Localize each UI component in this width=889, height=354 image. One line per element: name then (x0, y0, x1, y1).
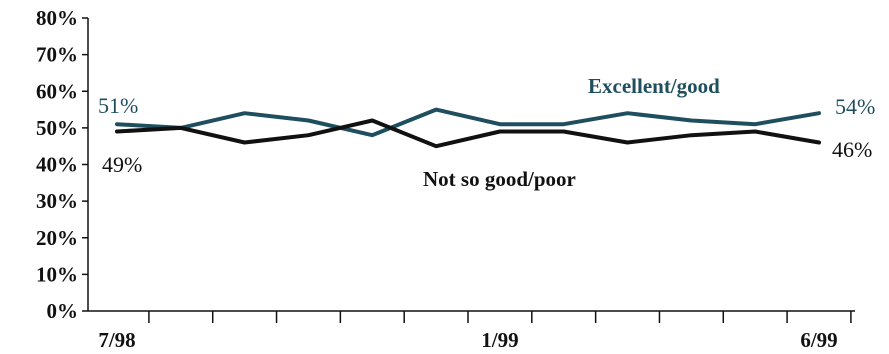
y-tick-label: 30% (36, 189, 78, 213)
end-value-label-excellent-good: 54% (835, 94, 875, 119)
x-tick-label: 1/99 (481, 328, 518, 352)
x-tick-label: 7/98 (98, 328, 135, 352)
series-name-not-so-good-poor: Not so good/poor (423, 167, 576, 191)
start-value-label-not-so-good-poor: 49% (102, 152, 142, 177)
x-tick-label: 6/99 (800, 328, 837, 352)
y-tick-label: 50% (36, 116, 78, 140)
y-tick-label: 80% (36, 6, 78, 30)
y-tick-label: 60% (36, 79, 78, 103)
x-axis: 7/98 1/99 6/99 (88, 310, 855, 352)
y-tick-label: 10% (36, 262, 78, 286)
y-axis: 0% 10% 20% 30% 40% 50% 60% 70% 80% (36, 6, 89, 323)
end-value-label-not-so-good-poor: 46% (832, 137, 872, 162)
y-tick-label: 70% (36, 43, 78, 67)
series-lines (115, 107, 821, 149)
series-line-excellent-good (115, 107, 821, 138)
y-tick-label: 0% (47, 299, 79, 323)
series-line-not-so-good-poor (115, 118, 821, 149)
start-value-label-excellent-good: 51% (98, 93, 138, 118)
series-name-excellent-good: Excellent/good (588, 74, 720, 98)
y-tick-label: 40% (36, 153, 78, 177)
y-tick-label: 20% (36, 226, 78, 250)
series-annotations: Excellent/good Not so good/poor 51% 49% 54% 4… (98, 74, 875, 191)
